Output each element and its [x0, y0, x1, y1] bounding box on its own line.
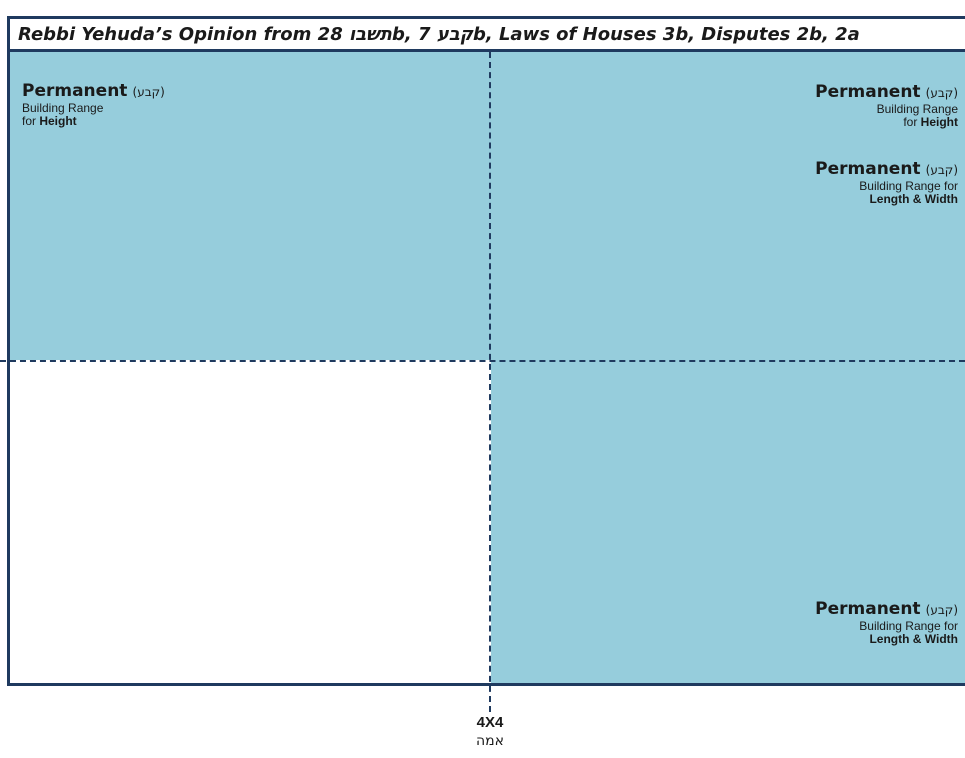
- label-line-bold: Length & Width: [869, 632, 958, 647]
- label-line: Building Range for: [859, 618, 958, 633]
- measure-unit: אמה: [475, 732, 504, 749]
- label-line-2: for Height: [22, 114, 165, 129]
- horizontal-dashed-divider: [0, 360, 965, 362]
- diagram-title: Rebbi Yehuda’s Opinion from תשבו 28b, קב…: [7, 16, 965, 52]
- label-line-bold: Length & Width: [869, 192, 958, 207]
- label-line-bold: Height: [920, 115, 958, 130]
- label-heading: Permanent: [22, 81, 128, 101]
- diagram-frame: [7, 52, 965, 686]
- label-line: Building Range for: [859, 178, 958, 193]
- measure-dimension: 4X4: [476, 714, 504, 731]
- label-heading: Permanent: [815, 159, 921, 179]
- label-hebrew: (קבע): [925, 163, 958, 177]
- label-line-2: for Height: [815, 115, 958, 130]
- label-top-right-height: Permanent (קבע) Building Range for Heigh…: [815, 82, 958, 130]
- label-hebrew: (קבע): [925, 603, 958, 617]
- label-line: Building Range: [876, 101, 958, 116]
- vertical-dashed-divider: [489, 52, 491, 712]
- label-line: Building Range: [22, 100, 104, 115]
- label-top-left-height: Permanent (קבע) Building Range for Heigh…: [22, 81, 165, 129]
- measure-label: 4X4 אמה: [460, 714, 520, 750]
- label-hebrew: (קבע): [925, 86, 958, 100]
- label-line-bold: Height: [39, 114, 77, 129]
- label-line-prefix: for: [22, 114, 40, 129]
- label-hebrew: (קבע): [132, 85, 165, 99]
- label-top-right-length-width: Permanent (קבע) Building Range for Lengt…: [815, 159, 958, 207]
- label-heading: Permanent: [815, 599, 921, 619]
- label-bottom-right-length-width: Permanent (קבע) Building Range for Lengt…: [815, 599, 958, 647]
- label-line-prefix: for: [903, 115, 921, 130]
- label-heading: Permanent: [815, 82, 921, 102]
- permanent-region-bottom-right: [491, 360, 965, 683]
- permanent-region-top: [10, 52, 965, 360]
